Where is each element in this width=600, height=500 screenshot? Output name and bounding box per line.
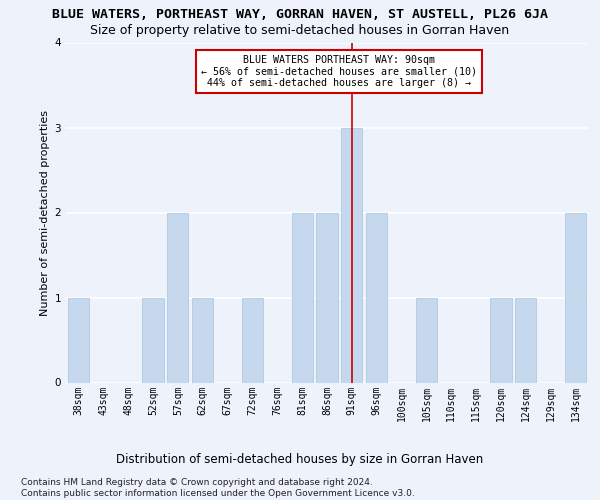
Bar [292,212,313,382]
Bar [341,128,362,382]
Bar [366,212,387,382]
Text: Distribution of semi-detached houses by size in Gorran Haven: Distribution of semi-detached houses by … [116,452,484,466]
Bar [316,212,338,382]
Bar [192,298,213,382]
Bar [515,298,536,382]
Text: Size of property relative to semi-detached houses in Gorran Haven: Size of property relative to semi-detach… [91,24,509,37]
Bar [242,298,263,382]
Bar [490,298,512,382]
Y-axis label: Number of semi-detached properties: Number of semi-detached properties [40,110,50,316]
Text: BLUE WATERS, PORTHEAST WAY, GORRAN HAVEN, ST AUSTELL, PL26 6JA: BLUE WATERS, PORTHEAST WAY, GORRAN HAVEN… [52,8,548,20]
Bar [167,212,188,382]
Text: BLUE WATERS PORTHEAST WAY: 90sqm
← 56% of semi-detached houses are smaller (10)
: BLUE WATERS PORTHEAST WAY: 90sqm ← 56% o… [202,55,478,88]
Bar [416,298,437,382]
Text: Contains HM Land Registry data © Crown copyright and database right 2024.
Contai: Contains HM Land Registry data © Crown c… [21,478,415,498]
Bar [565,212,586,382]
Bar [68,298,89,382]
Bar [142,298,164,382]
